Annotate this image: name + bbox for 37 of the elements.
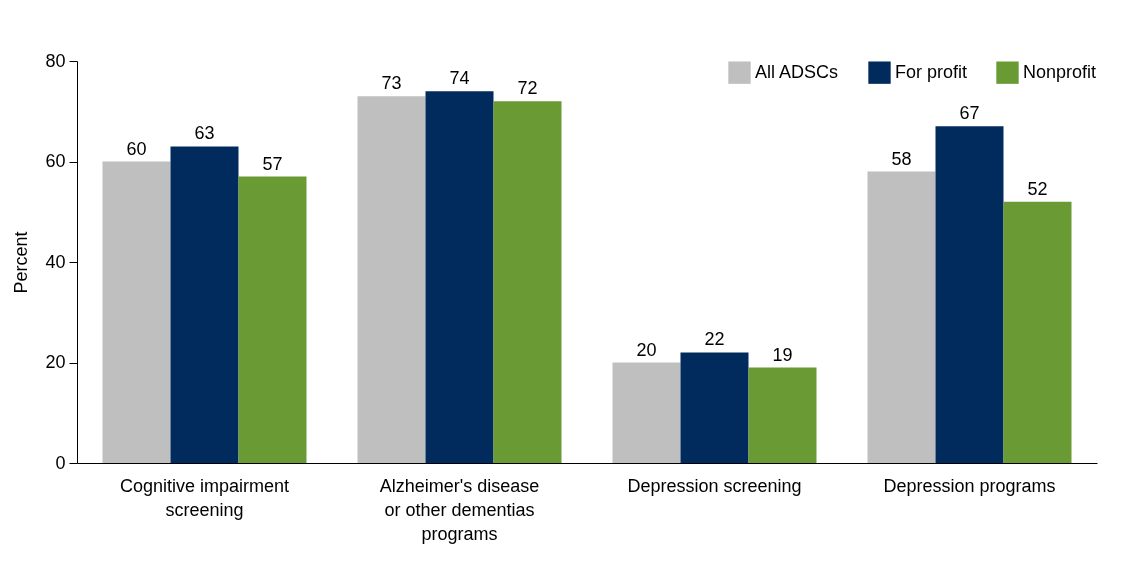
data-label: 58 (891, 148, 912, 169)
data-label: 67 (959, 103, 980, 124)
data-label: 52 (1027, 178, 1048, 199)
legend-label: For profit (895, 61, 968, 82)
data-label: 57 (262, 153, 283, 174)
y-tick-label: 0 (55, 452, 66, 473)
y-tick-label: 60 (45, 151, 66, 171)
bar (680, 352, 749, 463)
data-label: 63 (194, 123, 215, 144)
x-tick-label: Depression programs (883, 475, 1056, 496)
legend-label: Nonprofit (1023, 61, 1097, 82)
bar (748, 367, 817, 463)
data-label: 20 (636, 339, 657, 360)
bar (612, 362, 681, 463)
y-tick-label: 80 (45, 50, 66, 71)
bar (357, 96, 426, 463)
data-label: 19 (772, 344, 793, 365)
data-label: 74 (449, 68, 470, 89)
bar (170, 146, 239, 463)
x-tick-label: Depression screening (627, 475, 802, 496)
bar (1003, 201, 1072, 463)
y-axis-title: Percent (11, 231, 32, 294)
legend-label: All ADSCs (755, 61, 839, 82)
bar (238, 176, 307, 463)
bar (935, 126, 1004, 463)
y-tick-label: 40 (45, 251, 66, 272)
x-tick-label: Cognitive impairment screening (119, 475, 290, 520)
data-label: 22 (704, 329, 725, 350)
y-tick-label: 20 (45, 352, 66, 372)
bar (425, 91, 494, 463)
x-tick-label: Alzheimer's disease or other dementias programs (379, 475, 540, 544)
bar (867, 171, 936, 463)
data-label: 73 (381, 73, 402, 94)
bar (493, 101, 562, 463)
data-label: 60 (126, 138, 147, 159)
bar (102, 161, 171, 463)
data-label: 72 (517, 78, 538, 99)
